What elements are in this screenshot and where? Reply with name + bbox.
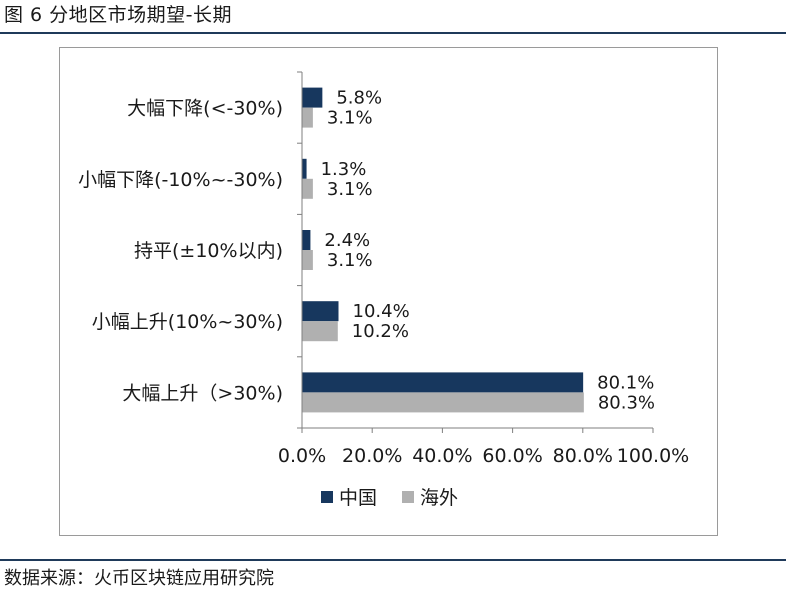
tick-labels: 0.0% 20.0% 40.0% 60.0% 80.0% 100.0%	[278, 445, 689, 467]
category-label: 大幅上升（>30%)	[122, 382, 283, 404]
data-label: 5.8%	[336, 88, 382, 109]
top-rule	[0, 32, 786, 34]
x-tick-label: 0.0%	[278, 445, 326, 467]
legend-swatch-overseas	[402, 491, 414, 503]
category-label: 小幅上升(10%~30%)	[92, 311, 283, 333]
chart-frame	[59, 47, 718, 536]
x-tick-label: 20.0%	[342, 445, 402, 467]
legend-swatch-china	[321, 491, 333, 503]
bar-overseas	[302, 250, 313, 270]
bottom-rule	[0, 559, 786, 561]
data-label: 1.3%	[321, 159, 367, 180]
x-tick-label: 40.0%	[412, 445, 472, 467]
category-label: 小幅下降(-10%~-30%)	[78, 169, 283, 191]
bars	[302, 87, 584, 413]
data-label: 10.4%	[353, 301, 410, 322]
source-note: 数据来源：火币区块链应用研究院	[4, 568, 274, 589]
category-label: 大幅下降(<-30%)	[127, 98, 283, 120]
figure-title: 图 6 分地区市场期望-长期	[4, 4, 233, 26]
bar-overseas	[302, 107, 313, 128]
data-label: 80.1%	[597, 372, 654, 393]
bar-china	[302, 372, 584, 393]
x-tick-label: 60.0%	[482, 445, 542, 467]
legend-label: 中国	[339, 487, 377, 509]
bar-china	[302, 87, 323, 108]
x-tick-label: 100.0%	[617, 445, 689, 467]
value-labels: 5.8%3.1%1.3%3.1%2.4%3.1%10.4%10.2%80.1%8…	[321, 88, 655, 414]
data-label: 3.1%	[327, 179, 373, 200]
axis	[297, 71, 654, 433]
category-labels: 大幅下降(<-30%) 小幅下降(-10%~-30%) 持平(±10%以内) 小幅上升…	[78, 98, 283, 405]
data-label: 3.1%	[327, 108, 373, 129]
bar-overseas	[302, 321, 338, 342]
x-tick-label: 80.0%	[553, 445, 613, 467]
bar-china	[302, 230, 311, 250]
legend-label: 海外	[420, 487, 458, 509]
bar-overseas	[302, 178, 313, 199]
data-label: 2.4%	[324, 230, 370, 251]
data-label: 3.1%	[327, 250, 373, 271]
bar-overseas	[302, 392, 584, 413]
category-label: 持平(±10%以内)	[134, 240, 283, 262]
bar-china	[302, 301, 339, 322]
data-label: 80.3%	[598, 392, 655, 413]
data-label: 10.2%	[352, 321, 409, 342]
bar-china	[302, 158, 307, 179]
legend: 中国 海外	[321, 487, 458, 509]
